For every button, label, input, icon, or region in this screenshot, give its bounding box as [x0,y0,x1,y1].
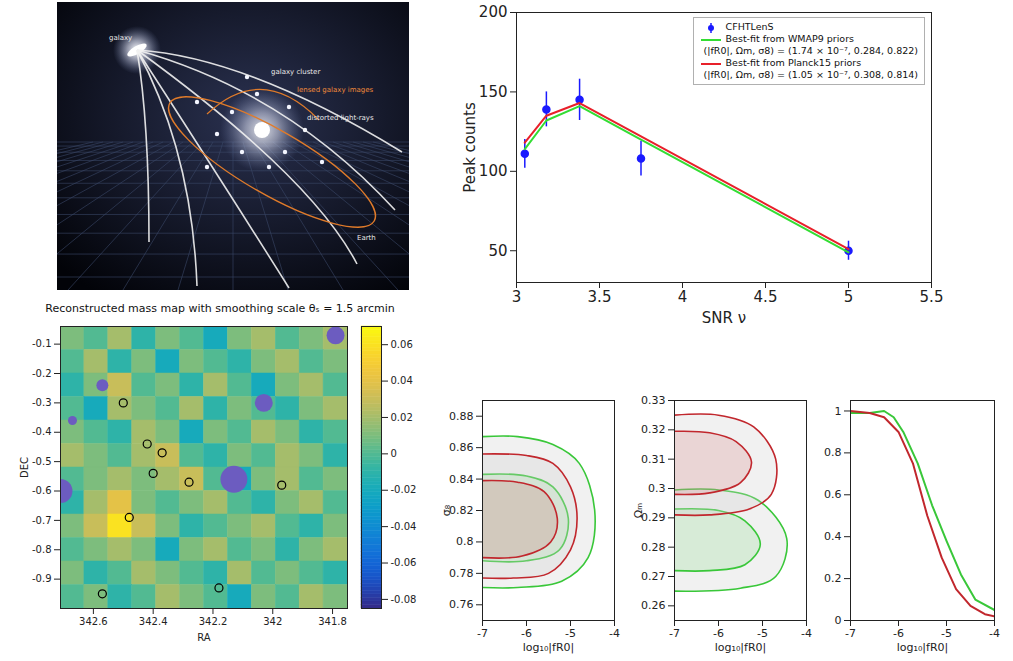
svg-text:342.4: 342.4 [139,616,168,627]
svg-text:-6: -6 [521,627,532,640]
svg-text:-5: -5 [941,627,952,640]
svg-text:-0.7: -0.7 [32,515,52,526]
svg-text:-4: -4 [989,627,1000,640]
svg-text:Earth: Earth [357,234,376,242]
svg-text:σ₈: σ₈ [440,504,453,516]
svg-text:SNR ν: SNR ν [702,309,746,327]
svg-text:100: 100 [479,162,508,180]
svg-text:-6: -6 [713,627,724,640]
svg-text:-7: -7 [477,627,488,640]
svg-text:0.2: 0.2 [824,572,842,585]
svg-text:-5: -5 [565,627,576,640]
svg-text:0.78: 0.78 [449,567,474,580]
svg-text:3.5: 3.5 [588,288,612,306]
svg-text:150: 150 [479,83,508,101]
svg-text:-0.5: -0.5 [32,456,52,467]
svg-text:-0.2: -0.2 [32,368,52,379]
svg-text:-0.08: -0.08 [391,594,417,605]
svg-text:0.8: 0.8 [824,446,842,459]
svg-text:-5: -5 [757,627,768,640]
svg-text:log₁₀|fR0|: log₁₀|fR0| [897,641,949,654]
svg-text:Peak counts: Peak counts [461,102,479,193]
svg-text:-0.04: -0.04 [391,521,417,532]
svg-text:4.5: 4.5 [754,288,778,306]
svg-text:0: 0 [391,448,397,459]
svg-text:0.02: 0.02 [391,412,413,423]
html-text:Best-fit from Planck15 priors: Best-fit from Planck15 priors [725,57,862,68]
svg-text:RA: RA [197,632,211,643]
svg-text:342: 342 [263,616,282,627]
svg-text:0.6: 0.6 [824,488,842,501]
svg-text:-7: -7 [845,627,856,640]
svg-text:-0.8: -0.8 [32,544,52,555]
html-text:(|fR0|, Ωm, σ8) = (1.05 × 10⁻⁷: (|fR0|, Ωm, σ8) = (1.05 × 10⁻⁷, 0.308, 0… [703,69,918,80]
svg-text:0.31: 0.31 [641,453,666,466]
svg-text:-7: -7 [669,627,680,640]
svg-text:342.2: 342.2 [199,616,228,627]
svg-text:0.32: 0.32 [641,423,666,436]
svg-text:lensed galaxy images: lensed galaxy images [297,86,374,94]
svg-text:0.3: 0.3 [648,482,666,495]
svg-text:0.27: 0.27 [641,570,666,583]
svg-text:0.29: 0.29 [641,511,666,525]
svg-text:4: 4 [678,288,688,306]
svg-text:0.06: 0.06 [391,339,413,350]
svg-text:0.84: 0.84 [449,473,474,486]
svg-text:50: 50 [488,242,507,260]
svg-text:0.28: 0.28 [641,541,666,554]
svg-text:5.5: 5.5 [920,288,944,306]
svg-text:-0.3: -0.3 [32,397,52,408]
svg-text:-0.6: -0.6 [32,485,52,496]
svg-text:0.82: 0.82 [449,504,474,517]
svg-text:-0.9: -0.9 [32,573,52,584]
svg-text:1: 1 [835,404,842,417]
html-text:Best-fit from WMAP9 priors: Best-fit from WMAP9 priors [725,33,854,44]
svg-text:200: 200 [479,3,508,21]
svg-text:0.86: 0.86 [449,441,474,454]
svg-text:-4: -4 [801,627,812,640]
svg-text:3: 3 [512,288,522,306]
html-text:(|fR0|, Ωm, σ8) = (1.74 × 10⁻⁷: (|fR0|, Ωm, σ8) = (1.74 × 10⁻⁷, 0.284, 0… [703,45,918,56]
svg-text:0.8: 0.8 [456,535,474,548]
svg-text:0.33: 0.33 [641,394,666,407]
svg-text:-0.06: -0.06 [391,557,417,568]
svg-text:Ωₘ: Ωₘ [632,503,645,518]
svg-text:-6: -6 [893,627,904,640]
svg-text:-4: -4 [609,627,620,640]
svg-text:-0.4: -0.4 [32,426,52,437]
svg-text:-0.1: -0.1 [32,338,52,349]
svg-text:0.4: 0.4 [824,530,842,543]
svg-text:0.26: 0.26 [641,599,666,612]
svg-text:341.8: 341.8 [318,616,347,627]
svg-text:0.88: 0.88 [449,410,474,423]
svg-text:log₁₀|fR0|: log₁₀|fR0| [715,641,767,654]
svg-text:0: 0 [835,614,842,627]
svg-text:log₁₀|fR0|: log₁₀|fR0| [523,641,575,654]
svg-text:DEC: DEC [19,457,30,478]
svg-text:0.04: 0.04 [391,375,413,386]
svg-text:5: 5 [844,288,854,306]
svg-text:342.6: 342.6 [79,616,108,627]
svg-text:galaxy: galaxy [109,34,132,42]
html-text:Reconstructed mass map with sm: Reconstructed mass map with smoothing sc… [45,302,395,315]
svg-text:galaxy cluster: galaxy cluster [271,68,320,76]
svg-text:distorted light-rays: distorted light-rays [307,114,374,122]
svg-text:0.76: 0.76 [449,598,474,611]
html-text:CFHTLenS: CFHTLenS [725,21,774,32]
svg-text:-0.02: -0.02 [391,484,417,495]
